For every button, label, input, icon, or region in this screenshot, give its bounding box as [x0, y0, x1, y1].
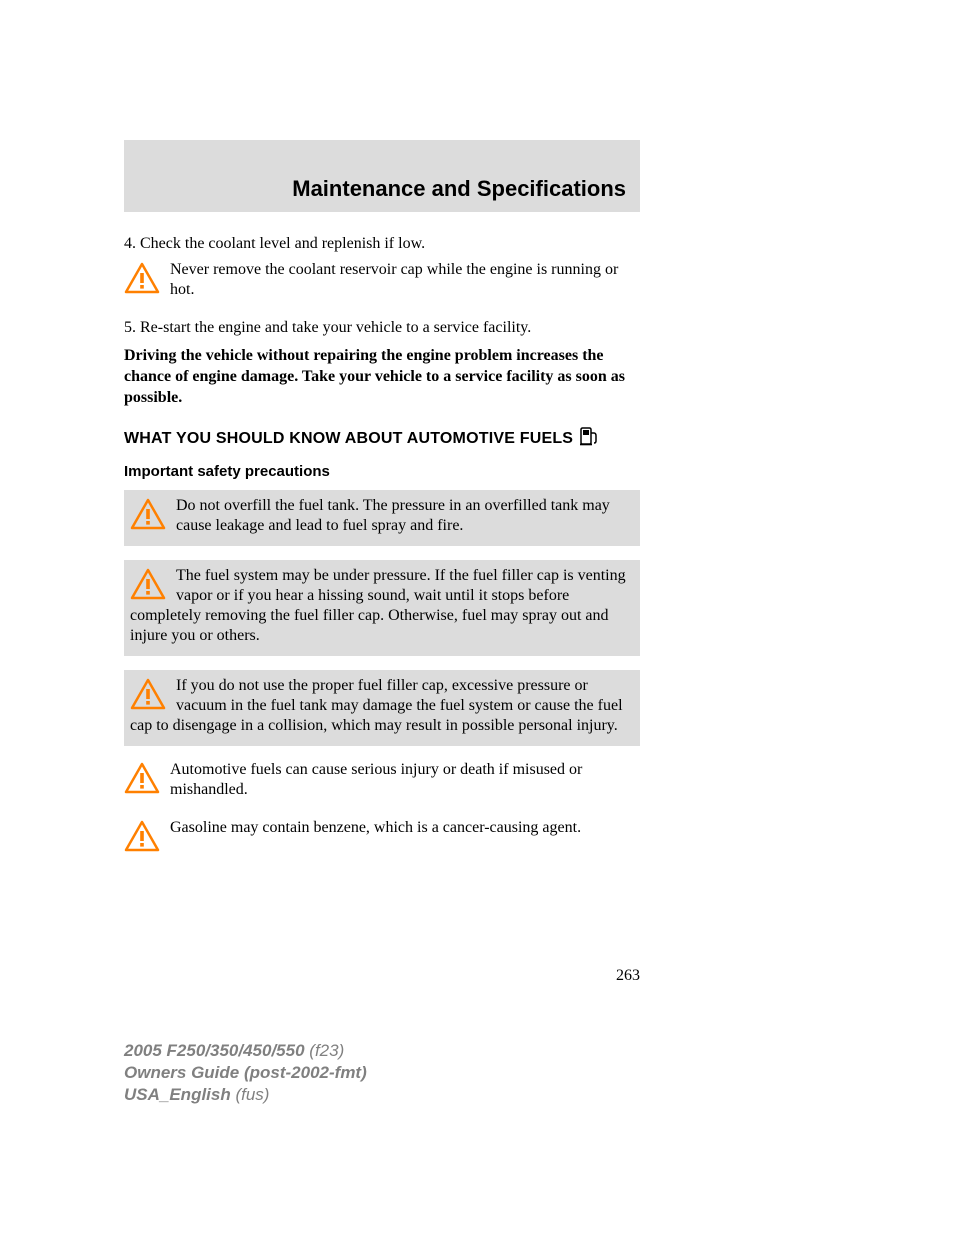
- section-heading-label: WHAT YOU SHOULD KNOW ABOUT AUTOMOTIVE FU…: [124, 430, 573, 448]
- step-5-text: 5. Re-start the engine and take your veh…: [124, 318, 640, 338]
- footer-code-2: (fus): [231, 1085, 270, 1104]
- warning-icon: [124, 262, 160, 299]
- warning-text: Do not overfill the fuel tank. The press…: [176, 497, 610, 534]
- header-box: Maintenance and Specifications: [124, 140, 640, 212]
- warning-icon: [130, 498, 166, 535]
- warning-text: Automotive fuels can cause serious injur…: [170, 760, 640, 800]
- sub-heading-precautions: Important safety precautions: [124, 463, 640, 480]
- warning-icon: [124, 820, 160, 857]
- warning-text: Never remove the coolant reservoir cap w…: [170, 260, 640, 300]
- warning-benzene: Gasoline may contain benzene, which is a…: [124, 818, 640, 857]
- step-4-text: 4. Check the coolant level and replenish…: [124, 234, 640, 254]
- section-heading-fuels: WHAT YOU SHOULD KNOW ABOUT AUTOMOTIVE FU…: [124, 426, 640, 451]
- footer-line-2: Owners Guide (post-2002-fmt): [124, 1062, 367, 1084]
- footer-locale: USA_English: [124, 1085, 231, 1104]
- page-title: Maintenance and Specifications: [292, 176, 626, 202]
- footer-guide: Owners Guide (post-2002-fmt): [124, 1063, 367, 1082]
- footer-line-1: 2005 F250/350/450/550 (f23): [124, 1040, 367, 1062]
- warning-overfill: Do not overfill the fuel tank. The press…: [124, 490, 640, 546]
- warning-text: Gasoline may contain benzene, which is a…: [170, 818, 581, 838]
- footer-line-3: USA_English (fus): [124, 1084, 367, 1106]
- bold-driving-warning: Driving the vehicle without repairing th…: [124, 346, 640, 408]
- footer: 2005 F250/350/450/550 (f23) Owners Guide…: [124, 1040, 367, 1106]
- page: Maintenance and Specifications 4. Check …: [0, 0, 954, 1235]
- warning-fuel-pressure: The fuel system may be under pressure. I…: [124, 560, 640, 656]
- warning-text: The fuel system may be under pressure. I…: [130, 567, 626, 644]
- warning-coolant: Never remove the coolant reservoir cap w…: [124, 260, 640, 300]
- warning-text: If you do not use the proper fuel filler…: [130, 677, 623, 734]
- warning-icon: [124, 762, 160, 799]
- footer-code-1: (f23): [305, 1041, 345, 1060]
- page-number: 263: [124, 967, 640, 985]
- warning-injury: Automotive fuels can cause serious injur…: [124, 760, 640, 800]
- warning-filler-cap: If you do not use the proper fuel filler…: [124, 670, 640, 746]
- content-area: Maintenance and Specifications 4. Check …: [124, 140, 640, 985]
- fuel-pump-icon: [579, 426, 599, 451]
- footer-model: 2005 F250/350/450/550: [124, 1041, 305, 1060]
- warning-icon: [130, 568, 166, 605]
- warning-icon: [130, 678, 166, 715]
